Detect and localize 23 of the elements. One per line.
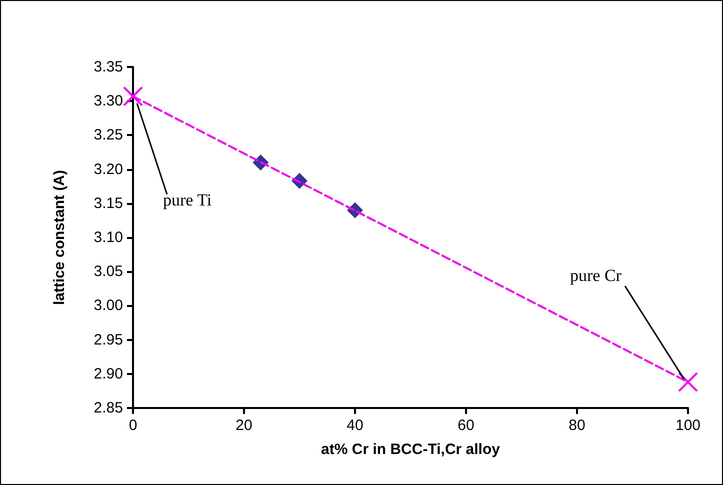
x-tick-label: 60 [458,417,474,434]
y-tick-label: 3.05 [94,263,123,280]
annotation: pure Ti [163,190,212,210]
y-tick-label: 3.10 [94,229,123,246]
y-tick-label: 3.00 [94,297,123,314]
annotation: pure Cr [570,266,622,286]
point [678,372,698,392]
x-axis-title: at% Cr in BCC-Ti,Cr alloy [321,441,501,458]
y-tick-label: 3.15 [94,194,123,212]
y-tick-label: 3.20 [94,160,123,178]
y-axis-title: lattice constant (A) [51,170,68,306]
point [123,86,143,106]
x-tick-label: 100 [675,417,701,434]
y-tick-label: 2.95 [94,331,123,348]
x-tick-label: 0 [128,417,138,434]
y-tick-label: 2.90 [94,365,123,382]
y-tick-label: 2.85 [94,400,123,416]
y-tick-label: 3.35 [94,58,123,76]
x-tick-label: 20 [236,417,252,434]
x-tick-label: 80 [568,417,586,434]
y-tick-label: 3.25 [94,126,123,144]
y-tick-label: 3.30 [94,92,123,110]
x-tick-label: 40 [346,417,364,434]
